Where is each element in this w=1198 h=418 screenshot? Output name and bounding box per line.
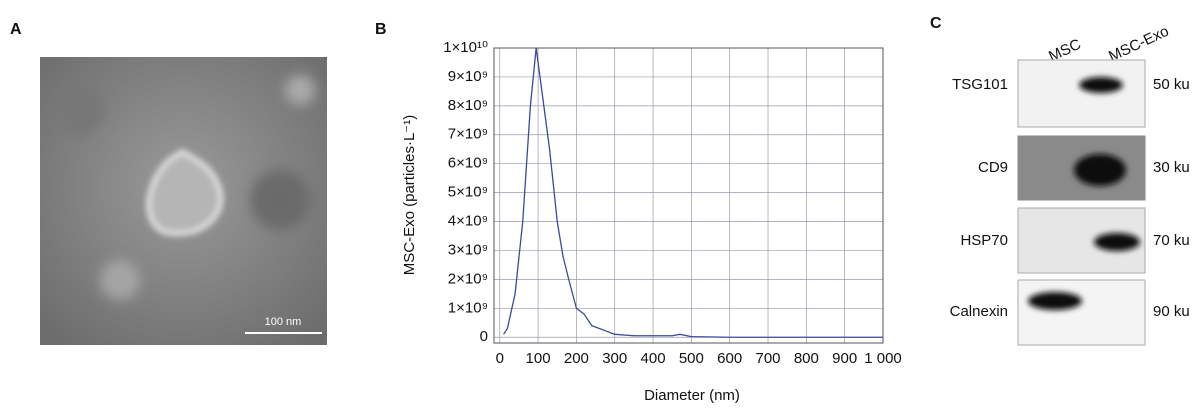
y-tick-label: 9×10⁹ — [448, 68, 488, 85]
x-tick-label: 200 — [564, 350, 589, 367]
x-tick-label: 500 — [679, 350, 704, 367]
y-axis-label: MSC-Exo (particles·L⁻¹) — [401, 115, 418, 275]
size-distribution-line — [503, 47, 883, 338]
y-tick-label: 3×10⁹ — [448, 241, 488, 258]
x-tick-label: 1 000 — [864, 350, 902, 367]
y-tick-label: 1×10⁹ — [448, 299, 488, 316]
tem-texture — [55, 75, 315, 300]
y-tick-label: 5×10⁹ — [448, 184, 488, 201]
scale-bar-label: 100 nm — [265, 316, 302, 328]
y-tick-label: 6×10⁹ — [448, 155, 488, 172]
plot-frame — [493, 47, 884, 344]
size-label: 90 ku — [1153, 303, 1190, 320]
panel-label: B — [375, 21, 387, 38]
exosome — [145, 148, 224, 237]
x-tick-label: 400 — [641, 350, 666, 367]
protein-label: Calnexin — [950, 303, 1008, 320]
protein-label: TSG101 — [952, 76, 1008, 93]
size-label: 30 ku — [1153, 159, 1190, 176]
x-tick-label: 300 — [602, 350, 627, 367]
protein-label: CD9 — [978, 159, 1008, 176]
panel-label: C — [930, 15, 942, 32]
lane-label: MSC-Exo — [1106, 23, 1171, 66]
y-tick-label: 1×10¹⁰ — [443, 39, 488, 56]
blots — [1017, 59, 1146, 346]
size-label: 70 ku — [1153, 232, 1190, 249]
x-tick-label: 700 — [756, 350, 781, 367]
y-tick-label: 2×10⁹ — [448, 270, 488, 287]
x-tick-label: 800 — [794, 350, 819, 367]
size-label: 50 ku — [1153, 76, 1190, 93]
x-tick-label: 0 — [496, 350, 504, 367]
x-axis-label: Diameter (nm) — [644, 387, 740, 404]
x-tick-label: 900 — [832, 350, 857, 367]
x-tick-label: 600 — [717, 350, 742, 367]
panel-label: A — [10, 21, 22, 38]
x-tick-label: 100 — [526, 350, 551, 367]
y-tick-label: 4×10⁹ — [448, 212, 488, 229]
y-tick-label: 8×10⁹ — [448, 97, 488, 114]
protein-label: HSP70 — [960, 232, 1008, 249]
y-tick-label: 0 — [480, 328, 488, 345]
y-tick-label: 7×10⁹ — [448, 126, 488, 143]
